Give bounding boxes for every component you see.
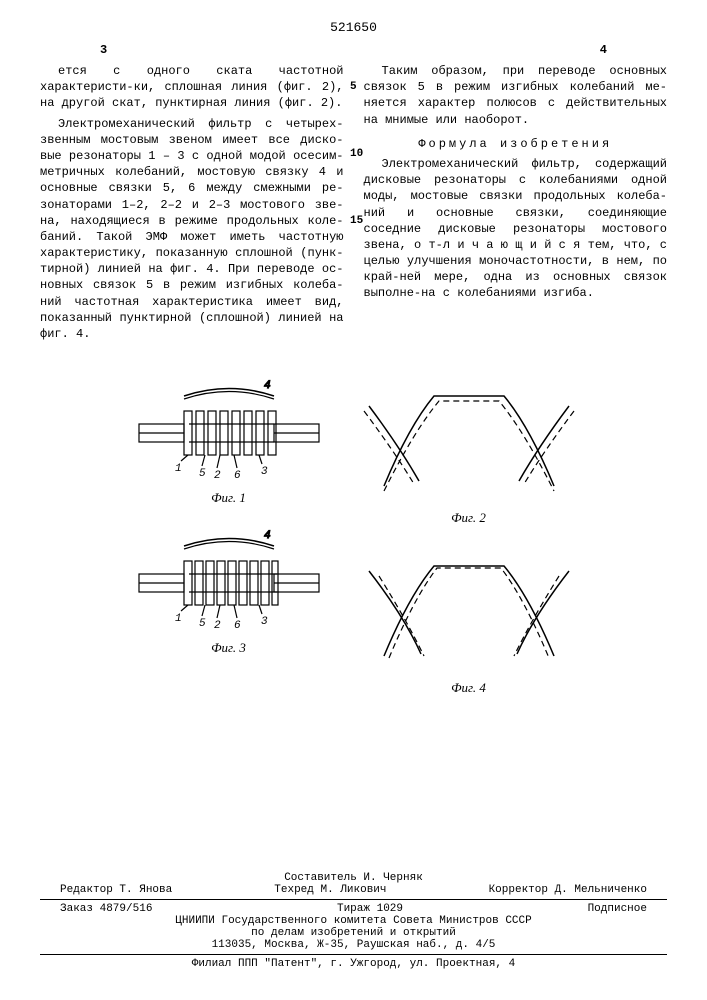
left-column: ется с одного ската частотной характерис… xyxy=(40,63,344,346)
order-num: Заказ 4879/516 xyxy=(60,903,152,915)
right-column: Таким образом, при переводе основных свя… xyxy=(364,63,668,346)
fig2-caption: Фиг. 2 xyxy=(359,510,579,526)
address: 113035, Москва, Ж-35, Раушская наб., д. … xyxy=(40,939,667,951)
svg-text:3: 3 xyxy=(261,466,268,478)
svg-text:5: 5 xyxy=(199,618,206,630)
figure-1: 4 xyxy=(129,376,329,506)
svg-text:1: 1 xyxy=(175,463,182,475)
right-col-num: 4 xyxy=(600,43,607,57)
tech: Техред М. Ликович xyxy=(274,884,386,896)
svg-text:2: 2 xyxy=(214,470,221,482)
svg-text:4: 4 xyxy=(264,380,271,392)
para: Электромеханический фильтр, содержащий д… xyxy=(364,156,668,302)
svg-text:6: 6 xyxy=(234,470,241,482)
document-number: 521650 xyxy=(40,20,667,35)
svg-text:1: 1 xyxy=(175,613,182,625)
svg-text:3: 3 xyxy=(261,616,268,628)
figure-2: Фиг. 2 xyxy=(359,376,579,526)
tirage: Тираж 1029 xyxy=(337,903,403,915)
svg-text:6: 6 xyxy=(234,620,241,632)
figures-block: 4 xyxy=(40,376,667,696)
svg-text:5: 5 xyxy=(199,468,206,480)
left-col-num: 3 xyxy=(100,43,107,57)
corrector: Корректор Д. Мельниченко xyxy=(489,884,647,896)
para: Таким образом, при переводе основных свя… xyxy=(364,63,668,128)
figure-4: Фиг. 4 xyxy=(359,546,579,696)
line-number-margin: 5 10 15 xyxy=(350,80,363,281)
fig4-caption: Фиг. 4 xyxy=(359,680,579,696)
org-line2: по делам изобретений и открытий xyxy=(40,927,667,939)
column-headers: 3 4 xyxy=(40,43,667,57)
para: Электромеханический фильтр с четырех-зве… xyxy=(40,116,344,343)
compiler-line: Составитель И. Черняк xyxy=(40,872,667,884)
para: ется с одного ската частотной характерис… xyxy=(40,63,344,112)
org-line1: ЦНИИПИ Государственного комитета Совета … xyxy=(40,915,667,927)
fig3-caption: Фиг. 3 xyxy=(129,640,329,656)
filial: Филиал ППП "Патент", г. Ужгород, ул. Про… xyxy=(40,958,667,970)
editor: Редактор Т. Янова xyxy=(60,884,172,896)
subscript: Подписное xyxy=(588,903,647,915)
svg-text:4: 4 xyxy=(264,530,271,542)
claims-heading: Формула изобретения xyxy=(364,136,668,152)
svg-text:2: 2 xyxy=(214,620,221,632)
fig1-caption: Фиг. 1 xyxy=(129,490,329,506)
figure-3: 4 xyxy=(129,526,329,656)
footer-block: Составитель И. Черняк Редактор Т. Янова … xyxy=(40,872,667,970)
